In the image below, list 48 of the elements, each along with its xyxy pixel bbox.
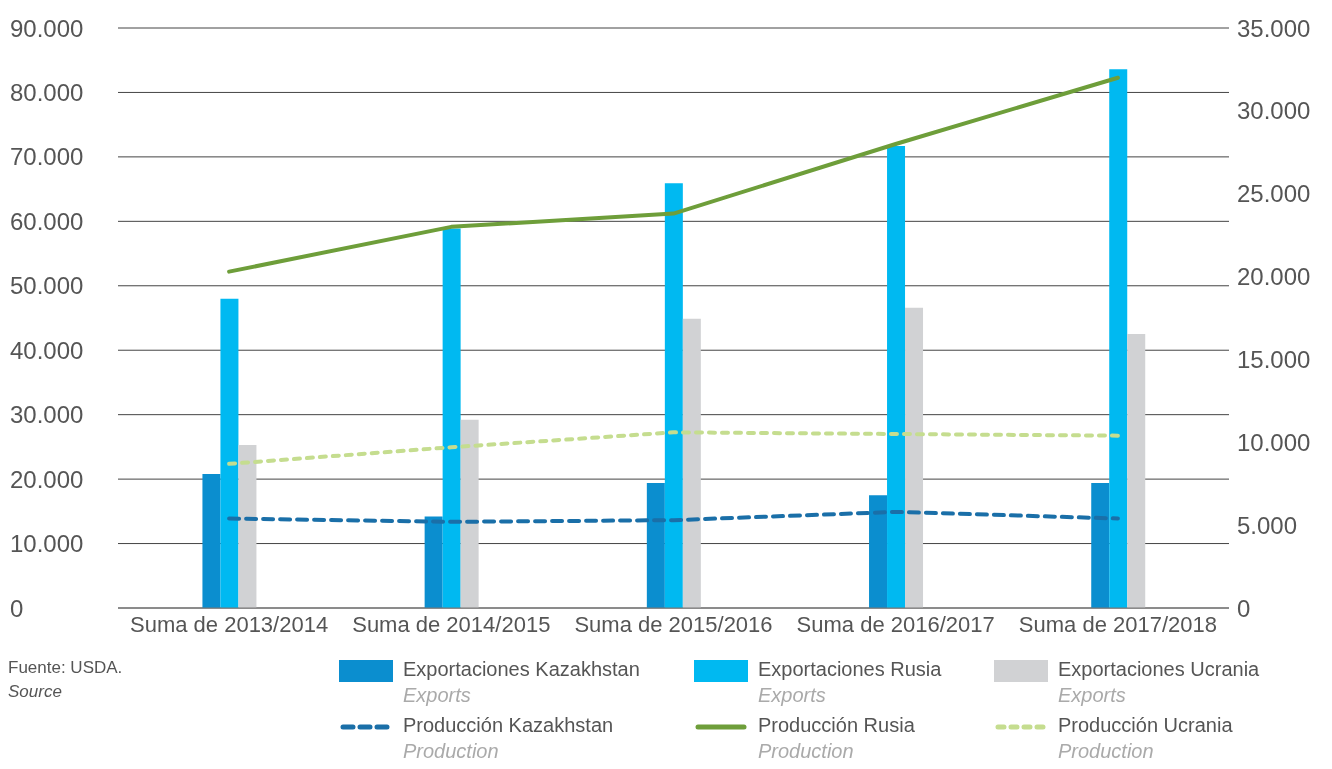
y-tick-label: 50.000	[10, 272, 84, 300]
y-tick-label: 90.000	[10, 14, 84, 42]
y2-tick-label: 15.000	[1237, 345, 1311, 373]
y-tick-label: 40.000	[10, 336, 84, 364]
x-tick-label: Suma de 2016/2017	[796, 611, 995, 637]
y-tick-label: 10.000	[10, 530, 84, 558]
y-tick-label: 20.000	[10, 465, 84, 493]
y-tick-label: 30.000	[10, 401, 84, 429]
legend-label: Exportaciones Rusia Exports	[758, 657, 942, 708]
bar	[1127, 334, 1146, 608]
bar	[646, 482, 665, 608]
bar	[887, 145, 906, 608]
bar	[424, 516, 443, 608]
x-tick-label: Suma de 2014/2015	[352, 611, 551, 637]
y2-tick-label: 20.000	[1237, 263, 1311, 291]
legend-label: Producción Kazakhstan Production	[403, 713, 614, 764]
bar	[238, 444, 257, 608]
bar	[1091, 482, 1110, 608]
bar	[664, 183, 683, 608]
source-note: Fuente: USDA. Source	[8, 657, 124, 703]
bar	[442, 228, 461, 608]
line-series	[227, 509, 1120, 524]
y2-tick-label: 25.000	[1237, 180, 1311, 208]
line-series	[227, 430, 1120, 466]
legend-label: Exportaciones Ucrania Exports	[1058, 657, 1260, 708]
bar	[202, 473, 221, 608]
bar	[460, 419, 479, 608]
y-tick-label: 70.000	[10, 143, 84, 171]
y-tick-label: 80.000	[10, 78, 84, 106]
y2-tick-label: 10.000	[1237, 428, 1311, 456]
bar	[869, 495, 888, 608]
y-tick-label: 0	[10, 594, 24, 622]
line-series	[227, 75, 1120, 274]
y2-tick-label: 5.000	[1237, 511, 1298, 539]
bar	[1109, 69, 1128, 608]
bar	[682, 318, 701, 608]
legend-label: Producción Rusia Production	[758, 713, 915, 764]
bar	[220, 298, 239, 608]
legend-label: Exportaciones Kazakhstan Exports	[403, 657, 640, 708]
y2-tick-label: 35.000	[1237, 14, 1311, 42]
bar	[905, 307, 924, 608]
x-tick-label: Suma de 2017/2018	[1018, 611, 1217, 637]
x-tick-label: Suma de 2013/2014	[130, 611, 329, 637]
y2-tick-label: 30.000	[1237, 97, 1311, 125]
y2-tick-label: 0	[1237, 594, 1251, 622]
legend-label: Producción Ucrania Production	[1058, 713, 1233, 764]
y-tick-label: 60.000	[10, 207, 84, 235]
x-tick-label: Suma de 2015/2016	[574, 611, 773, 637]
